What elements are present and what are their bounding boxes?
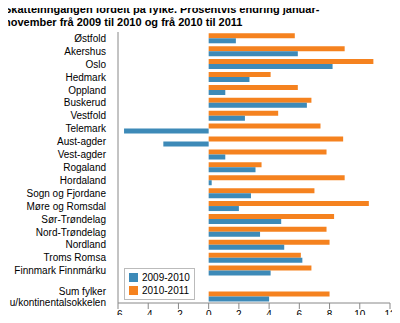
svg-text:0: 0 [206, 309, 212, 315]
svg-text:10: 10 [354, 309, 366, 315]
svg-text:8: 8 [327, 309, 333, 315]
svg-text:Oppland: Oppland [68, 85, 106, 96]
svg-text:Sum fylkeru/kontinentalsokkele: Sum fylkeru/kontinentalsokkelen [10, 286, 107, 308]
html-text:Skatteinngangen fordelt på fyl: Skatteinngangen fordelt på fylke. Prosen… [4, 3, 320, 28]
svg-text:Hedmark: Hedmark [65, 72, 107, 83]
svg-text:Aust-agder: Aust-agder [57, 136, 107, 147]
svg-text:-4: -4 [144, 309, 153, 315]
svg-text:2: 2 [236, 309, 242, 315]
svg-text:Vestfold: Vestfold [70, 110, 106, 121]
svg-text:Hordaland: Hordaland [60, 175, 106, 186]
svg-text:Nord-Trøndelag: Nord-Trøndelag [36, 227, 106, 238]
html-text:2010-2011: 2010-2011 [142, 285, 190, 296]
svg-text:Østfold: Østfold [74, 33, 106, 44]
html-text:2009-2010: 2009-2010 [142, 272, 190, 283]
svg-text:Møre og Romsdal: Møre og Romsdal [27, 201, 106, 212]
svg-text:Troms Romsa: Troms Romsa [44, 252, 107, 263]
svg-text:6: 6 [297, 309, 303, 315]
svg-text:12: 12 [384, 309, 392, 315]
svg-text:Vest-agder: Vest-agder [58, 149, 107, 160]
svg-text:Telemark: Telemark [65, 123, 107, 134]
svg-text:-6: -6 [114, 309, 123, 315]
svg-text:Oslo: Oslo [85, 59, 106, 70]
svg-text:4: 4 [266, 309, 272, 315]
svg-text:Sør-Trøndelag: Sør-Trøndelag [41, 214, 106, 225]
svg-text:-2: -2 [174, 309, 183, 315]
svg-text:Finnmark Finnmárku: Finnmark Finnmárku [14, 265, 106, 276]
svg-text:Buskerud: Buskerud [64, 97, 106, 108]
svg-text:Nordland: Nordland [65, 239, 106, 250]
svg-text:Rogaland: Rogaland [63, 162, 106, 173]
svg-text:Sogn og Fjordane: Sogn og Fjordane [26, 188, 106, 199]
svg-text:Akershus: Akershus [64, 46, 106, 57]
